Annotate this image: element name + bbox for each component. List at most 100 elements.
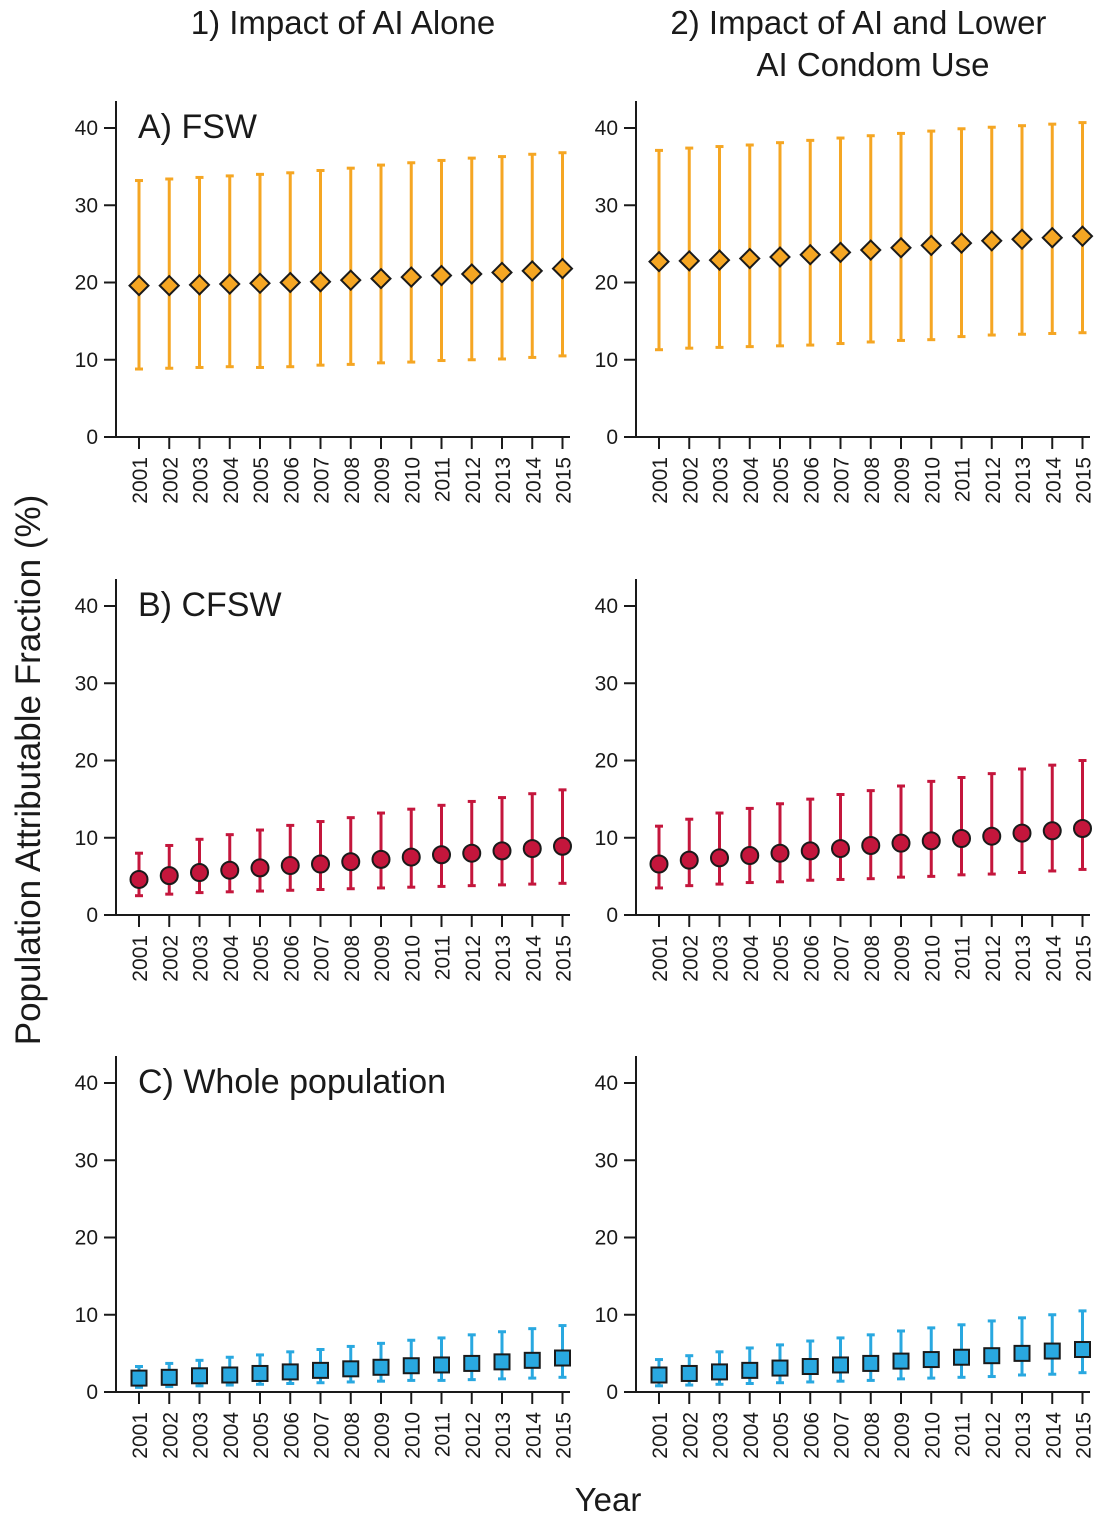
data-point-circle — [129, 869, 149, 889]
x-tick-label: 2007 — [311, 1412, 334, 1459]
y-tick-label: 10 — [75, 827, 98, 850]
data-point-diamond — [430, 264, 453, 287]
x-axis-label: Year — [575, 1481, 642, 1517]
data-point-circle — [1073, 818, 1092, 838]
x-tick-label: 2004 — [740, 935, 763, 982]
data-point-diamond — [249, 272, 271, 295]
x-tick-label: 2013 — [1012, 1412, 1035, 1459]
data-point-square — [493, 1353, 511, 1371]
x-tick-label: 2005 — [250, 457, 273, 504]
x-tick-label: 2008 — [861, 457, 884, 504]
data-point-diamond — [980, 229, 1003, 252]
data-point-circle — [1012, 823, 1032, 843]
panel-B1: 0 10 20 30 40 2001 2002 2003 2004 2005 2006 2007 200… — [75, 579, 576, 982]
data-point-square — [650, 1366, 668, 1384]
data-point-square — [771, 1359, 789, 1377]
data-point-square — [922, 1351, 940, 1369]
y-tick-label: 10 — [595, 827, 618, 850]
x-tick-label: 2012 — [462, 935, 485, 982]
x-tick-label: 2015 — [1073, 457, 1096, 504]
data-point-diamond — [460, 263, 483, 285]
x-tick-label: 2003 — [710, 1412, 733, 1459]
y-tick-label: 20 — [595, 272, 618, 295]
x-tick-label: 2011 — [432, 935, 455, 980]
data-point-square — [711, 1363, 728, 1381]
x-tick-label: 2006 — [280, 457, 303, 504]
data-point-diamond — [551, 257, 574, 280]
data-point-square — [953, 1348, 970, 1366]
panel-label: A) FSW — [138, 108, 257, 146]
data-point-diamond — [188, 273, 211, 296]
y-tick-label: 40 — [595, 117, 618, 140]
data-point-circle — [522, 839, 542, 859]
x-tick-label: 2014 — [1042, 935, 1065, 982]
y-tick-label: 0 — [606, 1381, 618, 1404]
data-point-circle — [220, 860, 240, 880]
data-point-square — [1074, 1341, 1091, 1359]
x-tick-label: 2013 — [492, 457, 515, 504]
x-tick-label: 2011 — [432, 1412, 455, 1457]
data-point-square — [130, 1369, 148, 1387]
y-tick-label: 40 — [595, 1072, 618, 1095]
panel-label: B) CFSW — [138, 586, 282, 624]
column-title-2-line1: 2) Impact of AI and Lower — [670, 4, 1046, 41]
data-point-square — [281, 1363, 299, 1381]
x-tick-label: 2003 — [190, 1412, 213, 1459]
x-tick-label: 2014 — [1042, 1412, 1065, 1459]
y-tick-label: 20 — [75, 750, 98, 773]
y-tick-label: 40 — [75, 1072, 98, 1095]
data-point-square — [801, 1358, 819, 1376]
x-tick-label: 2015 — [553, 1412, 576, 1459]
x-tick-label: 2002 — [679, 457, 702, 504]
x-tick-label: 2010 — [921, 935, 944, 982]
x-tick-label: 2012 — [982, 935, 1005, 982]
x-tick-label: 2001 — [129, 1412, 152, 1459]
data-point-diamond — [279, 271, 302, 294]
data-point-circle — [679, 850, 699, 870]
x-tick-label: 2002 — [679, 1412, 702, 1459]
x-tick-label: 2001 — [649, 1412, 672, 1459]
y-axis-label: Population Attributable Fraction (%) — [9, 495, 48, 1046]
data-point-square — [342, 1360, 360, 1378]
x-tick-label: 2006 — [800, 1412, 823, 1459]
x-tick-label: 2008 — [341, 935, 364, 982]
data-point-circle — [280, 856, 300, 876]
x-tick-label: 2011 — [952, 935, 975, 980]
data-point-square — [221, 1366, 239, 1384]
data-point-square — [892, 1352, 910, 1370]
x-tick-label: 2012 — [982, 1412, 1005, 1459]
x-tick-label: 2010 — [921, 1412, 944, 1459]
x-tick-label: 2009 — [371, 1412, 394, 1459]
x-tick-label: 2005 — [770, 935, 793, 982]
data-point-diamond — [1041, 226, 1064, 249]
x-tick-label: 2003 — [190, 457, 213, 504]
x-tick-label: 2009 — [891, 1412, 914, 1459]
panel-label: C) Whole population — [138, 1063, 446, 1101]
x-tick-label: 2009 — [371, 935, 394, 982]
data-point-diamond — [370, 267, 392, 290]
data-point-diamond — [400, 266, 423, 289]
x-tick-label: 2008 — [861, 1412, 884, 1459]
data-point-square — [1043, 1342, 1061, 1360]
data-point-diamond — [309, 270, 332, 293]
data-point-circle — [982, 826, 1002, 846]
x-tick-label: 2010 — [401, 935, 424, 982]
data-point-square — [983, 1347, 1001, 1365]
x-tick-label: 2004 — [740, 1412, 763, 1459]
x-tick-label: 2015 — [553, 935, 576, 982]
data-point-square — [862, 1354, 880, 1372]
data-point-circle — [341, 852, 361, 872]
y-tick-label: 10 — [75, 349, 98, 372]
data-point-circle — [553, 836, 572, 856]
data-point-diamond — [678, 249, 701, 272]
data-point-circle — [250, 858, 270, 878]
x-tick-label: 2002 — [679, 935, 702, 982]
x-tick-label: 2011 — [432, 457, 455, 502]
data-point-circle — [190, 863, 209, 883]
data-point-circle — [462, 843, 482, 863]
y-tick-label: 10 — [595, 1304, 618, 1327]
data-point-diamond — [158, 274, 181, 297]
x-tick-label: 2001 — [129, 457, 152, 504]
